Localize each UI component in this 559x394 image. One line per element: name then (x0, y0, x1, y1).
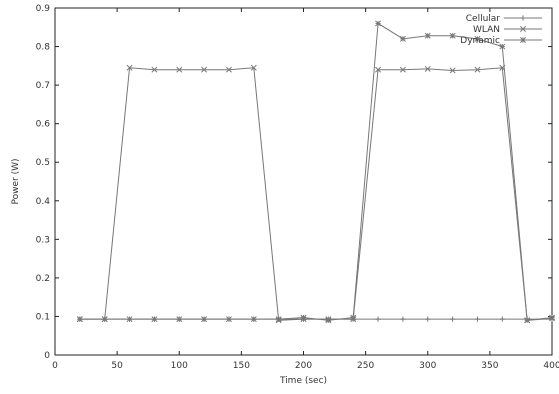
series-line-wlan (79, 67, 553, 321)
y-tick-label: 0.1 (36, 312, 50, 322)
x-axis-label: Time (sec) (279, 376, 327, 386)
data-point-dynamic (449, 32, 456, 39)
data-point-cellular (499, 316, 505, 322)
data-point-dynamic (524, 317, 531, 324)
data-point-dynamic (151, 316, 158, 323)
legend-item-wlan: WLAN (473, 25, 542, 35)
data-point-wlan (375, 66, 382, 73)
data-point-dynamic (101, 316, 108, 323)
data-point-wlan (250, 64, 257, 71)
y-tick-label: 0.8 (36, 43, 51, 53)
data-point-wlan (176, 66, 183, 73)
data-point-dynamic (176, 316, 183, 323)
data-point-dynamic (325, 317, 332, 324)
data-point-dynamic (201, 316, 208, 323)
x-tick-label: 50 (111, 361, 123, 371)
legend-marker (520, 26, 526, 32)
y-tick-label: 0.7 (36, 81, 50, 91)
data-point-dynamic (424, 32, 431, 39)
legend-label: Cellular (466, 14, 501, 24)
data-point-dynamic (225, 316, 232, 323)
x-tick-label: 200 (295, 361, 312, 371)
x-tick-label: 250 (357, 361, 374, 371)
series-line-dynamic (79, 22, 553, 321)
data-point-cellular (450, 316, 456, 322)
series-dynamic (76, 20, 555, 324)
data-point-dynamic (399, 35, 406, 42)
data-point-dynamic (375, 20, 382, 27)
series-wlan (76, 64, 555, 324)
plot-frame (54, 7, 553, 356)
y-tick-label: 0.5 (36, 158, 50, 168)
data-point-wlan (424, 65, 431, 72)
x-tick-label: 150 (233, 361, 250, 371)
x-tick-label: 400 (543, 361, 559, 371)
data-point-dynamic (474, 35, 481, 42)
legend-item-cellular: Cellular (466, 14, 542, 24)
x-tick-label: 350 (481, 361, 498, 371)
y-tick-label: 0.6 (36, 120, 51, 130)
data-point-wlan (126, 64, 133, 71)
data-point-cellular (400, 316, 406, 322)
legend-label: WLAN (473, 25, 500, 35)
data-point-dynamic (275, 316, 282, 323)
data-point-wlan (201, 66, 208, 73)
y-axis-label: Power (W) (11, 159, 21, 205)
data-point-wlan (151, 66, 158, 73)
y-tick-label: 0.9 (36, 4, 51, 14)
data-point-dynamic (300, 314, 307, 321)
x-tick-label: 100 (171, 361, 188, 371)
legend-item-dynamic: Dynamic (460, 36, 542, 46)
x-tick-label: 0 (52, 361, 58, 371)
data-point-wlan (474, 66, 481, 73)
data-point-cellular (425, 316, 431, 322)
y-tick-label: 0 (44, 351, 50, 361)
data-point-dynamic (76, 316, 83, 323)
data-point-wlan (399, 66, 406, 73)
series-layer (76, 20, 555, 324)
legend-marker (520, 37, 526, 43)
data-point-dynamic (126, 316, 133, 323)
data-point-wlan (449, 67, 456, 74)
data-point-cellular (375, 316, 381, 322)
data-point-dynamic (350, 314, 357, 321)
x-axis-ticks: 0 50 100 150 200 250 300 350 400 (52, 8, 559, 371)
x-tick-label: 300 (419, 361, 436, 371)
data-point-dynamic (549, 314, 555, 321)
data-point-dynamic (499, 43, 506, 50)
data-point-wlan (225, 66, 232, 73)
y-tick-label: 0.4 (36, 197, 51, 207)
plot-border (54, 7, 553, 356)
data-point-cellular (474, 316, 481, 322)
legend-marker (520, 15, 526, 21)
y-tick-label: 0.2 (36, 274, 50, 284)
y-axis-ticks: 0 0.1 0.2 0.3 0.4 0.5 0.6 0.7 0.8 0.9 (36, 4, 552, 361)
y-tick-label: 0.3 (36, 235, 50, 245)
legend-label: Dynamic (460, 36, 500, 46)
data-point-dynamic (250, 316, 257, 323)
